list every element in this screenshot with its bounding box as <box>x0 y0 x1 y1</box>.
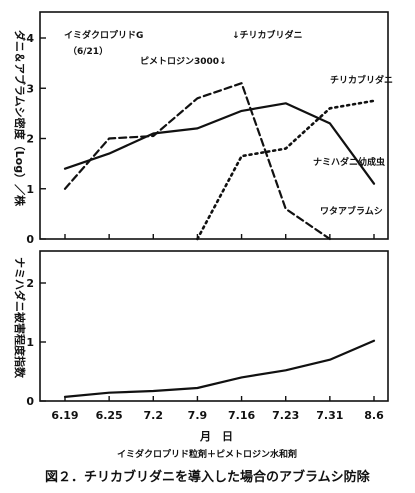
x-tick-label-4: 7.16 <box>228 409 255 422</box>
annotation-imidacloprid: イミダクロプリドG <box>64 29 143 41</box>
bottom-y-tick-label-1: 1 <box>26 336 34 349</box>
bottom-y-tick-label-0: 0 <box>26 395 34 408</box>
series-label-mite: ナミハダニ幼成虫 <box>313 156 385 168</box>
top-panel-frame <box>39 11 389 240</box>
top-y-tick-label-2: 2 <box>26 133 34 146</box>
bottom-panel-frame <box>39 250 389 402</box>
x-axis-label: 月 日 <box>199 430 233 443</box>
bottom-y-tick-label-2: 2 <box>26 277 34 290</box>
x-tick-label-2: 7.2 <box>144 409 164 422</box>
top-series-line-2 <box>196 99 376 241</box>
top-y-tick-label-0: 0 <box>26 233 34 246</box>
annotation-predator-release: ↓チリカブリダニ <box>232 29 303 41</box>
x-tick-label-6: 7.31 <box>316 409 343 422</box>
annotation-imidacloprid-date: （6/21） <box>68 46 108 57</box>
bottom-y-axis-label: ナミハダニ被害程度指数 <box>13 257 27 379</box>
x-tick-label-0: 6.19 <box>51 409 78 422</box>
series-label-predator: チリカブリダニ <box>330 74 393 86</box>
top-series-line-1 <box>63 82 331 241</box>
x-axis-ticks: 6.19 6.25 7.2 7.9 7.16 7.23 7.31 8.6 <box>51 409 384 422</box>
series-label-aphid: ワタアブラムシ <box>320 205 383 217</box>
x-tick-label-7: 8.6 <box>364 409 384 422</box>
x-tick-label-5: 7.23 <box>272 409 299 422</box>
figure-caption: 図２．チリカブリダニを導入した場合のアブラムシ防除 <box>45 469 371 485</box>
x-tick-label-3: 7.9 <box>188 409 208 422</box>
top-y-tick-label-3: 3 <box>26 82 34 95</box>
x-tick-label-1: 6.25 <box>96 409 123 422</box>
top-panel: 0 1 2 3 4 <box>26 32 376 246</box>
top-y-axis-label: ダニ＆アブラムシ密度（Log）／株 <box>13 30 27 207</box>
treatment-label: イミダクロプリド粒剤＋ピメトロジン水和剤 <box>117 448 297 460</box>
top-y-tick-label-4: 4 <box>26 32 34 45</box>
top-series-line-0 <box>63 102 376 185</box>
annotation-pymetrozine: ピメトロジン3000↓ <box>140 55 227 67</box>
bottom-series-line-0 <box>63 339 376 398</box>
bottom-panel: 0 1 2 <box>26 277 376 408</box>
top-y-tick-label-1: 1 <box>26 183 34 196</box>
